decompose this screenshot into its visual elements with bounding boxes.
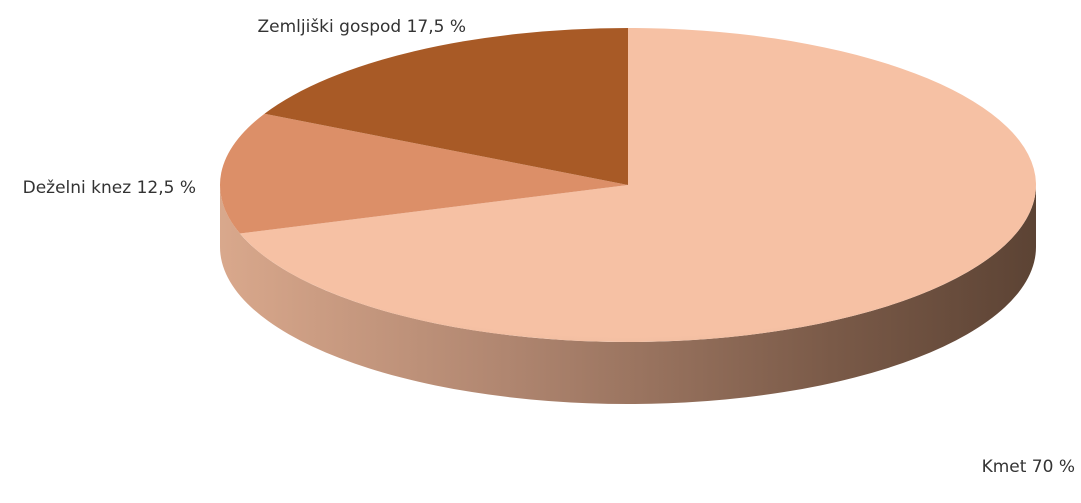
data-label-kmet: Kmet 70 % — [982, 457, 1075, 477]
data-label-zemlji-ki-gospod: Zemljiški gospod 17,5 % — [257, 17, 466, 37]
pie-top-rim-shading — [220, 28, 1036, 342]
data-label-de-elni-knez: Deželni knez 12,5 % — [23, 178, 196, 198]
label-group: Kmet 70 % Deželni knez 12,5 % Zemljiški go… — [23, 17, 1075, 477]
pie-side-wall — [220, 185, 1036, 404]
pie-group — [219, 28, 1037, 404]
